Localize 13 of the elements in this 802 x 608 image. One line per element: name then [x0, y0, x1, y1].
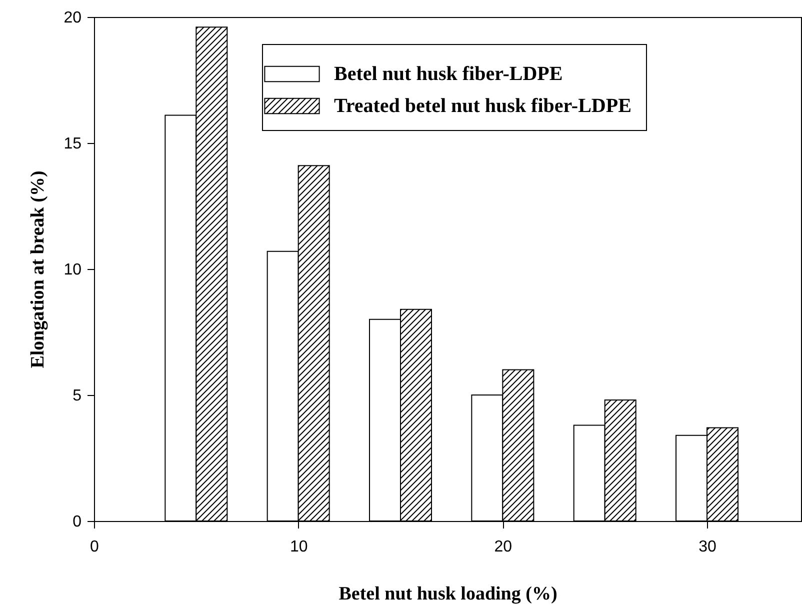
x-tick-label: 0 [90, 538, 100, 556]
x-tick-label: 20 [494, 538, 512, 556]
y-tick-label: 5 [72, 388, 82, 404]
y-tick-label: 15 [64, 136, 82, 152]
y-tick-label: 20 [64, 10, 82, 26]
y-tick-label: 10 [64, 262, 82, 278]
y-axis-title: Elongation at break (%) [28, 170, 49, 368]
y-tick-label: 0 [72, 514, 82, 530]
x-tick-label: 10 [290, 538, 308, 556]
legend-label: Treated betel nut husk fiber-LDPE [334, 95, 632, 117]
x-axis-title: Betel nut husk loading (%) [338, 584, 558, 604]
x-tick-label: 30 [698, 538, 717, 556]
legend-label: Betel nut husk fiber-LDPE [334, 63, 563, 85]
